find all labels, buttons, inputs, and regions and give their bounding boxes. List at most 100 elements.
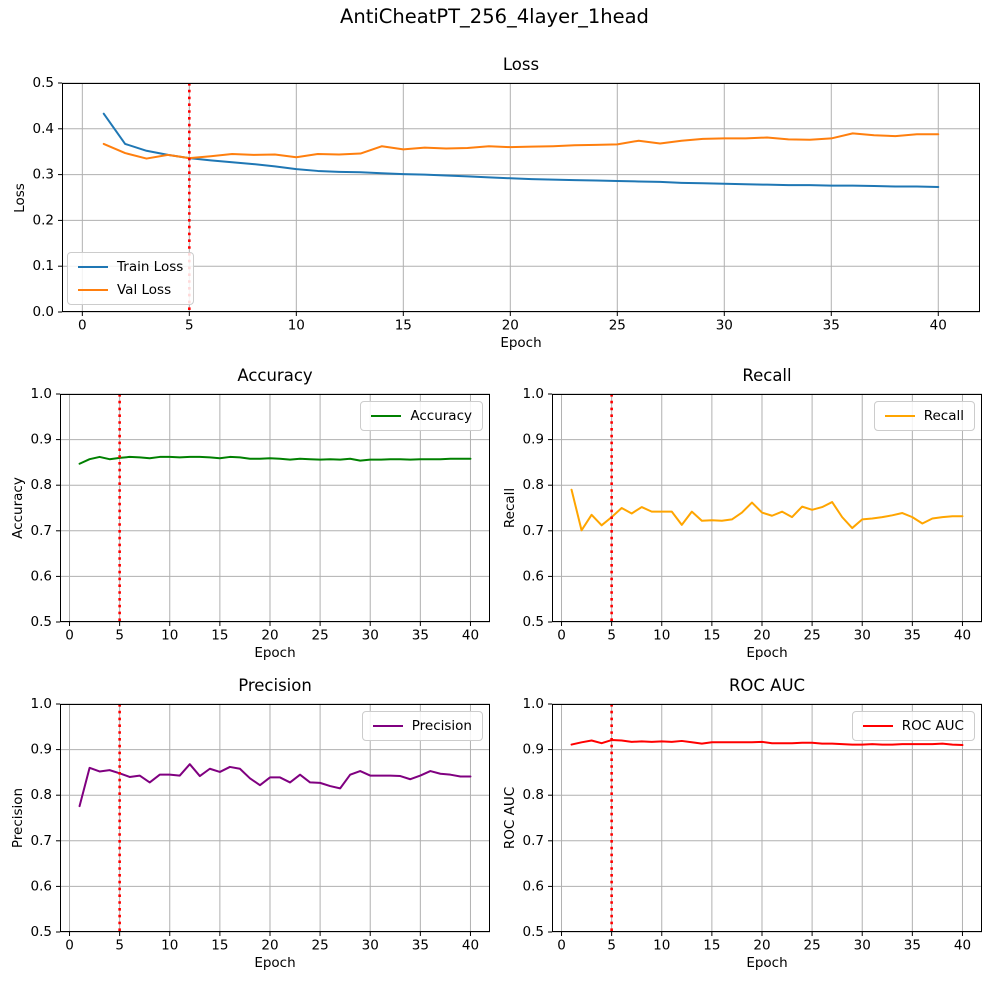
subplot-recall: Recall Recall Epoch 0 5 10 15 20 25 30 35 40 0.5 0…: [502, 366, 982, 661]
accuracy-xlabel: Epoch: [254, 645, 296, 661]
svg-text:10: 10: [653, 938, 670, 954]
accuracy-legend-line-sample: [371, 415, 402, 417]
accuracy-legend-label: Accuracy: [410, 408, 472, 424]
precision-plot-area: 0 5 10 15 20 25 30 35 40 0.5 0.6 0.7 0.8 0.9 1.0: [31, 696, 490, 954]
svg-text:0.6: 0.6: [523, 878, 544, 894]
svg-text:25: 25: [804, 938, 821, 954]
precision-legend-line-sample: [372, 725, 403, 727]
svg-text:40: 40: [954, 938, 971, 954]
loss-xlabel: Epoch: [500, 335, 542, 351]
recall-xlabel: Epoch: [746, 645, 788, 661]
loss-legend-entry-val-loss: Val Loss: [78, 282, 183, 298]
roc_auc-tick-labels: 0 5 10 15 20 25 30 35 40 0.5 0.6 0.7 0.8 0.9 1.0: [523, 696, 972, 954]
svg-text:0.9: 0.9: [523, 432, 544, 448]
svg-text:0.9: 0.9: [31, 432, 52, 448]
precision-grid: [60, 703, 490, 933]
svg-text:0.8: 0.8: [523, 787, 544, 803]
svg-text:20: 20: [753, 938, 770, 954]
roc_auc-spines: [552, 704, 982, 932]
loss-ylabel: Loss: [12, 182, 28, 213]
figure-title: AntiCheatPT_256_4layer_1head: [340, 5, 649, 28]
svg-text:20: 20: [502, 318, 519, 334]
svg-text:30: 30: [362, 938, 379, 954]
svg-text:1.0: 1.0: [523, 696, 544, 712]
svg-text:1.0: 1.0: [31, 386, 52, 402]
svg-text:10: 10: [288, 318, 305, 334]
svg-text:0.5: 0.5: [523, 614, 544, 630]
precision-legend: Precision: [361, 711, 483, 741]
svg-text:0.7: 0.7: [523, 833, 544, 849]
svg-text:20: 20: [753, 628, 770, 644]
svg-text:0.4: 0.4: [33, 121, 54, 137]
loss-line-val-loss: [102, 132, 940, 160]
roc-auc-xlabel: Epoch: [746, 955, 788, 971]
svg-text:15: 15: [395, 318, 412, 334]
recall-ylabel: Recall: [502, 487, 518, 529]
accuracy-legend-entry-accuracy: Accuracy: [371, 408, 472, 424]
svg-text:1.0: 1.0: [31, 696, 52, 712]
precision-legend-label: Precision: [411, 718, 472, 734]
svg-text:40: 40: [462, 628, 479, 644]
svg-text:20: 20: [261, 628, 278, 644]
svg-text:15: 15: [211, 628, 228, 644]
subplot-loss: Loss Loss Epoch 0 5 10 15 20 25 30 35 40 0.0 0.1 0.…: [12, 55, 980, 351]
accuracy-ylabel: Accuracy: [10, 477, 26, 539]
svg-text:5: 5: [115, 628, 124, 644]
loss-grid: [62, 82, 980, 313]
recall-spines: [552, 394, 982, 622]
svg-text:0.6: 0.6: [31, 878, 52, 894]
precision-legend-entry-precision: Precision: [372, 718, 472, 734]
svg-text:40: 40: [954, 628, 971, 644]
accuracy-tick-labels: 0 5 10 15 20 25 30 35 40 0.5 0.6 0.7 0.8 0.9 1.0: [31, 386, 480, 644]
loss-line-train-loss: [102, 112, 940, 188]
svg-text:0.5: 0.5: [523, 924, 544, 940]
loss-tick-labels: 0 5 10 15 20 25 30 35 40 0.0 0.1 0.2 0.3 0.4 0.5: [33, 75, 947, 334]
recall-legend-entry-recall: Recall: [884, 408, 964, 424]
svg-text:10: 10: [161, 938, 178, 954]
loss-legend-line-sample: [78, 289, 108, 291]
svg-text:35: 35: [823, 318, 840, 334]
svg-text:25: 25: [312, 938, 329, 954]
precision-spines: [60, 704, 490, 932]
svg-text:25: 25: [312, 628, 329, 644]
svg-text:0.9: 0.9: [523, 742, 544, 758]
svg-text:0.8: 0.8: [523, 477, 544, 493]
svg-text:25: 25: [804, 628, 821, 644]
svg-text:15: 15: [703, 628, 720, 644]
svg-text:35: 35: [412, 938, 429, 954]
precision-ylabel: Precision: [10, 787, 26, 849]
svg-text:15: 15: [211, 938, 228, 954]
svg-text:0.6: 0.6: [523, 568, 544, 584]
roc_auc-line-roc-auc: [570, 739, 964, 747]
accuracy-title: Accuracy: [237, 366, 313, 385]
subplot-roc-auc: ROC AUC ROC AUC Epoch 0 5 10 15 20 25 30 35 40 0.…: [502, 676, 982, 971]
roc-auc-ylabel: ROC AUC: [502, 786, 518, 850]
svg-text:5: 5: [607, 628, 616, 644]
loss-title: Loss: [502, 55, 540, 74]
loss-legend-line-sample: [78, 266, 108, 268]
svg-text:0.0: 0.0: [33, 304, 54, 320]
precision-title: Precision: [238, 676, 312, 695]
svg-text:0.5: 0.5: [33, 75, 54, 91]
svg-text:35: 35: [904, 628, 921, 644]
accuracy-plot-area: 0 5 10 15 20 25 30 35 40 0.5 0.6 0.7 0.8 0.9 1.0: [31, 386, 490, 644]
svg-text:5: 5: [115, 938, 124, 954]
subplot-accuracy: Accuracy Accuracy Epoch 0 5 10 15 20 25 30 35 40…: [10, 366, 490, 661]
svg-text:0: 0: [65, 628, 74, 644]
precision-line-precision: [78, 763, 472, 808]
svg-text:0: 0: [65, 938, 74, 954]
svg-text:0.5: 0.5: [31, 924, 52, 940]
accuracy-grid: [60, 393, 490, 623]
svg-text:0.8: 0.8: [31, 787, 52, 803]
recall-legend: Recall: [873, 401, 975, 431]
roc_auc-legend-line-sample: [862, 725, 893, 727]
svg-text:0: 0: [557, 628, 566, 644]
svg-text:15: 15: [703, 938, 720, 954]
svg-text:30: 30: [716, 318, 733, 334]
svg-text:40: 40: [462, 938, 479, 954]
loss-legend: Train Loss Val Loss: [67, 252, 195, 305]
svg-text:35: 35: [904, 938, 921, 954]
svg-text:5: 5: [185, 318, 194, 334]
svg-text:10: 10: [653, 628, 670, 644]
